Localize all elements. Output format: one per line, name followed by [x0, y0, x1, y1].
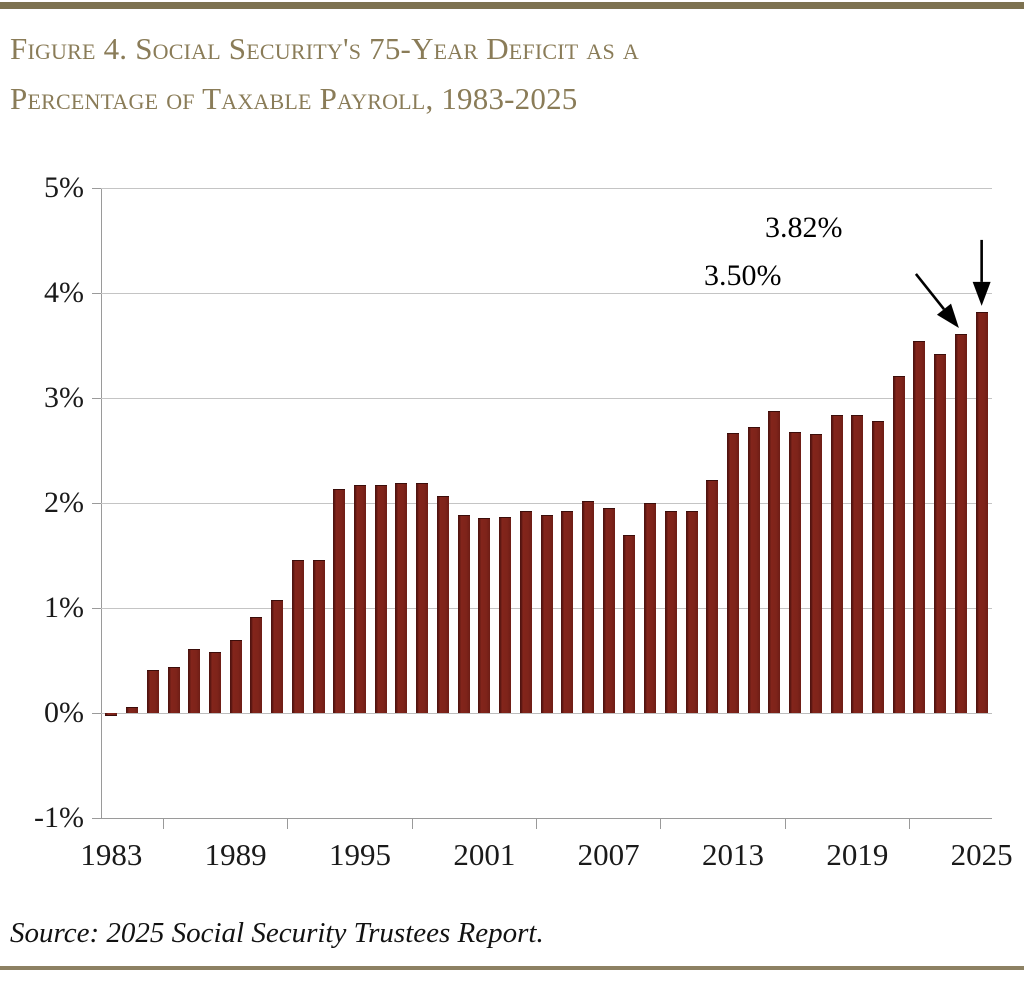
bottom-rule	[0, 966, 1024, 970]
bar-1996	[374, 485, 387, 713]
bar-1994	[333, 489, 346, 713]
gridline-4%	[101, 293, 992, 294]
y-axis-label: 5%	[44, 171, 84, 204]
bar-2022	[913, 341, 926, 713]
bar-2025	[975, 311, 988, 713]
source-note: Source: 2025 Social Security Trustees Re…	[10, 917, 544, 949]
bar-series	[101, 188, 992, 818]
x-axis-label-1989: 1989	[204, 837, 267, 872]
y-tick-1%	[92, 608, 101, 609]
x-axis-tick	[909, 818, 911, 829]
bar-2001	[478, 517, 491, 713]
y-axis-label: 3%	[44, 381, 84, 414]
x-axis-tick	[536, 818, 538, 829]
chart-figure: 5% 4% 3% 2% 1% 0% -1% 1983 1989 1995 2001 2007 2013…	[0, 150, 1024, 890]
bar-2017	[809, 433, 822, 713]
y-tick-5%	[92, 188, 101, 189]
bar-2015	[768, 410, 781, 713]
gridline-2%	[101, 503, 992, 504]
bar-1990	[250, 617, 263, 713]
bar-2005	[561, 511, 574, 713]
bar-2002	[499, 516, 512, 713]
x-axis-label-2007: 2007	[577, 837, 640, 872]
y-tick-2%	[92, 503, 101, 504]
bar-2023	[934, 353, 947, 713]
x-axis-label-2001: 2001	[453, 837, 516, 872]
top-rule-bar	[0, 2, 1024, 9]
bar-2018	[830, 414, 843, 713]
x-axis-tick	[411, 818, 413, 829]
page-title: Figure 4. Social Security's 75-Year Defi…	[10, 31, 639, 116]
bar-1991	[271, 599, 284, 713]
x-axis-label-2025: 2025	[950, 837, 1013, 872]
bar-2021	[892, 375, 905, 713]
bar-2008	[623, 534, 636, 713]
bar-1998	[416, 483, 429, 713]
y-tick-4%	[92, 293, 101, 294]
annotation-label-2024: 3.50%	[704, 259, 782, 292]
bar-2020	[872, 421, 885, 713]
y-axis-label: 1%	[44, 591, 84, 624]
x-axis-tick	[163, 818, 165, 829]
x-axis-label-1995: 1995	[329, 837, 391, 872]
bar-2019	[851, 414, 864, 713]
bar-2009	[644, 503, 657, 713]
x-axis-label-1983: 1983	[80, 837, 143, 872]
gridline-3%	[101, 398, 992, 399]
bar-2007	[602, 508, 615, 713]
bar-1999	[436, 495, 449, 713]
x-axis-ticks: 1983 1989 1995 2001 2007 2013 2019 2025	[0, 150, 1024, 890]
bar-2011	[685, 511, 698, 713]
y-tick-0%	[92, 713, 101, 714]
x-axis-label-2013: 2013	[701, 837, 764, 872]
y-axis-label: -1%	[34, 801, 84, 834]
bar-1993	[312, 559, 325, 713]
gridline-5%	[101, 188, 992, 189]
bar-1989	[229, 639, 242, 713]
bar-1997	[395, 483, 408, 713]
bar-2013	[726, 432, 739, 713]
bar-2000	[457, 514, 470, 713]
y-axis-label: 0%	[44, 696, 84, 729]
bar-2016	[789, 431, 802, 713]
bar-1986	[167, 666, 180, 713]
bar-1992	[291, 559, 304, 713]
bar-1985	[146, 669, 159, 713]
annotation-label-2025: 3.82%	[765, 211, 843, 244]
bar-1988	[208, 652, 221, 713]
bar-1987	[188, 648, 201, 713]
y-axis-label: 2%	[44, 486, 84, 519]
bar-2006	[581, 500, 594, 713]
x-axis-tick	[660, 818, 662, 829]
x-axis-tick	[287, 818, 289, 829]
y-axis-labels: 5% 4% 3% 2% 1% 0% -1%	[0, 173, 92, 833]
x-axis-tick	[784, 818, 786, 829]
bar-2003	[519, 511, 532, 713]
y-tick-3%	[92, 398, 101, 399]
bar-2014	[747, 427, 760, 713]
bar-2024	[954, 333, 967, 713]
gridline-0%	[101, 713, 992, 714]
x-axis-label-2019: 2019	[826, 837, 889, 872]
bar-2012	[706, 479, 719, 713]
bar-2004	[540, 514, 553, 713]
y-tick--1%	[92, 818, 101, 819]
bar-1983	[105, 713, 118, 717]
bar-1995	[354, 485, 366, 713]
x-axis-line	[101, 818, 992, 819]
y-axis-label: 4%	[44, 276, 84, 309]
bar-1984	[126, 706, 139, 713]
bar-2010	[664, 511, 677, 713]
